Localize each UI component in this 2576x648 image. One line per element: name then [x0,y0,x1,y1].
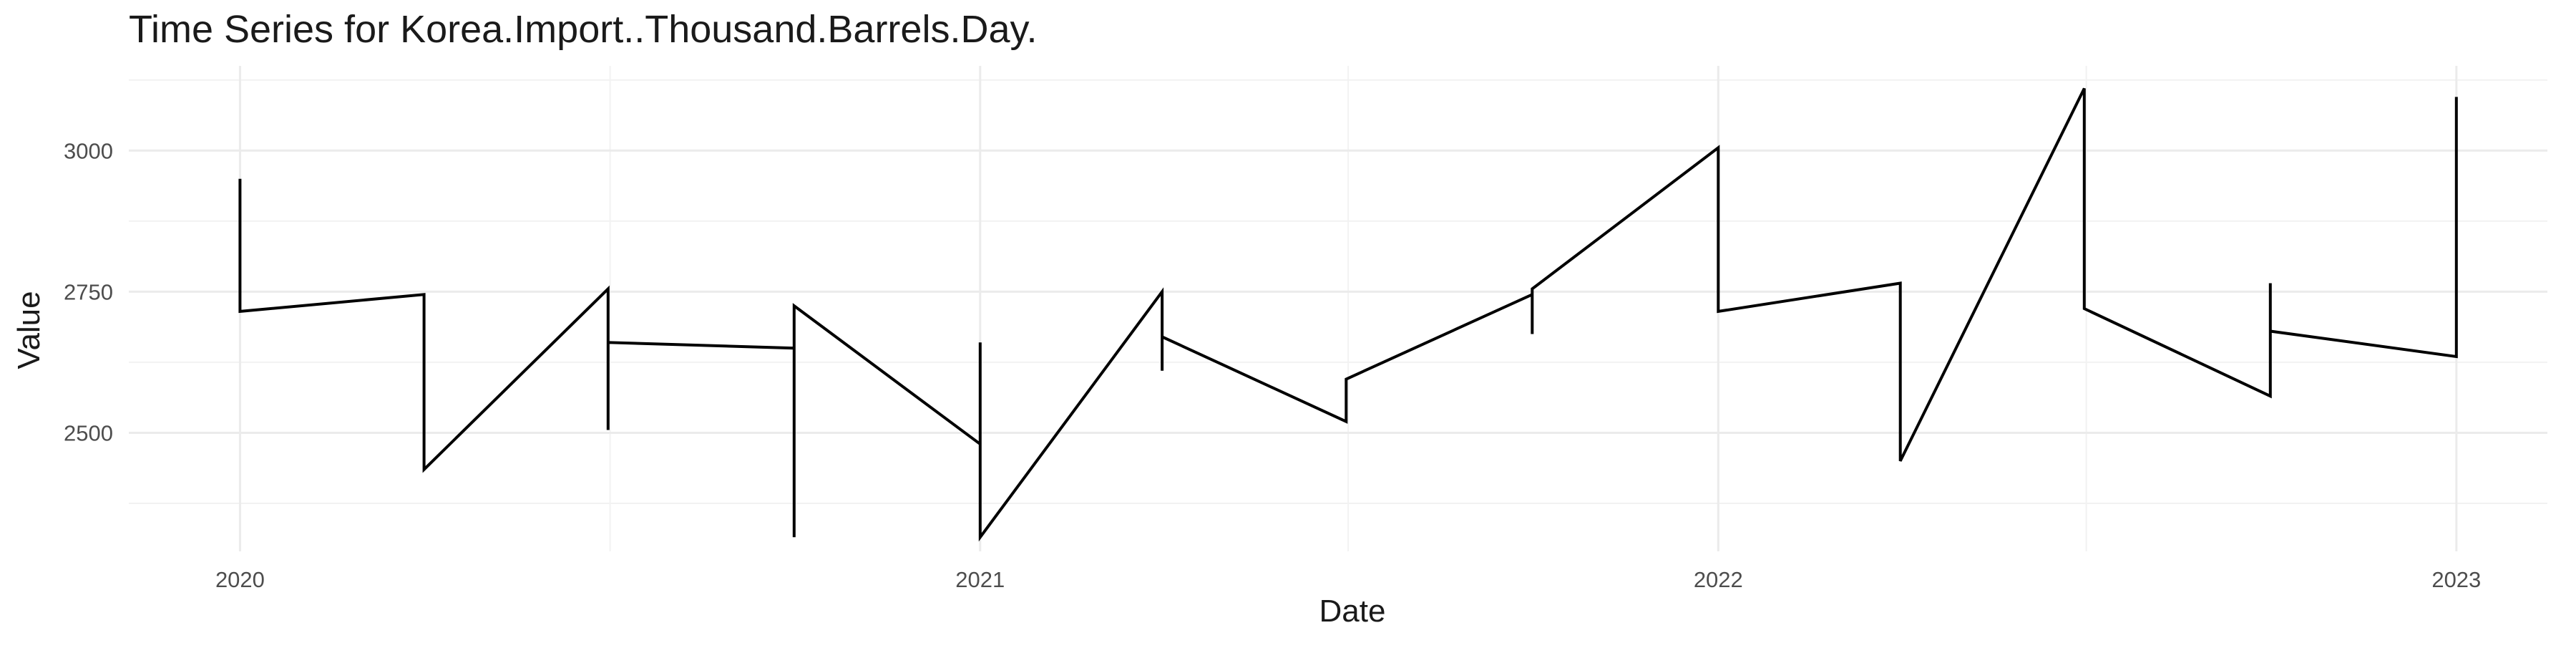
x-tick-label: 2023 [2431,567,2481,592]
y-axis-title: Value [11,291,47,369]
x-axis-title: Date [1319,594,1386,629]
series-line [238,87,2458,542]
series-layer [238,87,2458,542]
x-tick-label: 2022 [1694,567,1743,592]
y-tick-labels: 2500 2750 3000 [64,138,113,445]
y-tick-label: 2750 [64,279,113,304]
x-tick-label: 2020 [215,567,265,592]
y-tick-label: 3000 [64,138,113,163]
x-tick-label: 2021 [955,567,1005,592]
grid [129,66,2547,551]
chart-title: Time Series for Korea.Import..Thousand.B… [129,8,1038,51]
x-tick-labels: 2020 2021 2022 2023 [215,567,2481,592]
y-tick-label: 2500 [64,420,113,445]
